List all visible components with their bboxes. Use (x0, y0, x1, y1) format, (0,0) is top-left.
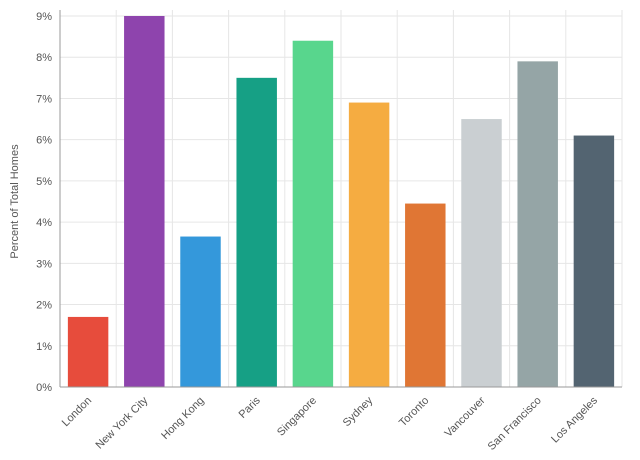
y-tick-label: 9% (36, 11, 52, 23)
x-axis-ticks: London New York City Hong Kong Paris Singapo… (60, 394, 601, 453)
y-tick-label: 3% (36, 258, 52, 270)
y-axis-label: Percent of Total Homes (9, 144, 21, 259)
bar-new-york-city[interactable] (124, 16, 165, 387)
bar-singapore[interactable] (292, 40, 334, 387)
bar-los-angeles[interactable] (573, 135, 615, 387)
bar-sydney[interactable] (348, 102, 390, 388)
bars (67, 16, 615, 388)
x-tick-label: Hong Kong (159, 395, 206, 442)
bar-paris[interactable] (236, 77, 277, 387)
y-tick-label: 0% (36, 382, 52, 394)
bar-toronto[interactable] (405, 203, 446, 387)
bar-hong-kong[interactable] (180, 236, 221, 387)
bar-vancouver[interactable] (461, 119, 502, 388)
x-tick-label: Paris (237, 394, 264, 421)
y-tick-label: 8% (36, 52, 52, 64)
y-tick-label: 4% (36, 217, 52, 229)
bar-san-francisco[interactable] (517, 61, 558, 387)
x-tick-label: London (60, 395, 94, 429)
x-tick-label: Singapore (275, 395, 319, 439)
x-tick-label: Toronto (397, 395, 431, 429)
y-tick-label: 5% (36, 176, 52, 188)
x-tick-label: Vancouver (443, 394, 488, 439)
y-tick-label: 2% (36, 300, 52, 312)
x-tick-label: Los Angeles (549, 394, 600, 445)
bar-london[interactable] (67, 316, 109, 387)
y-tick-label: 7% (36, 93, 52, 105)
x-tick-label: New York City (94, 394, 151, 451)
y-axis-ticks: 0% 1% 2% 3% 4% 5% 6% 7% 8% 9% (36, 11, 52, 394)
y-tick-label: 6% (36, 135, 52, 147)
y-tick-label: 1% (36, 341, 52, 353)
x-tick-label: San Francisco (486, 395, 544, 453)
x-tick-label: Sydney (341, 394, 376, 429)
